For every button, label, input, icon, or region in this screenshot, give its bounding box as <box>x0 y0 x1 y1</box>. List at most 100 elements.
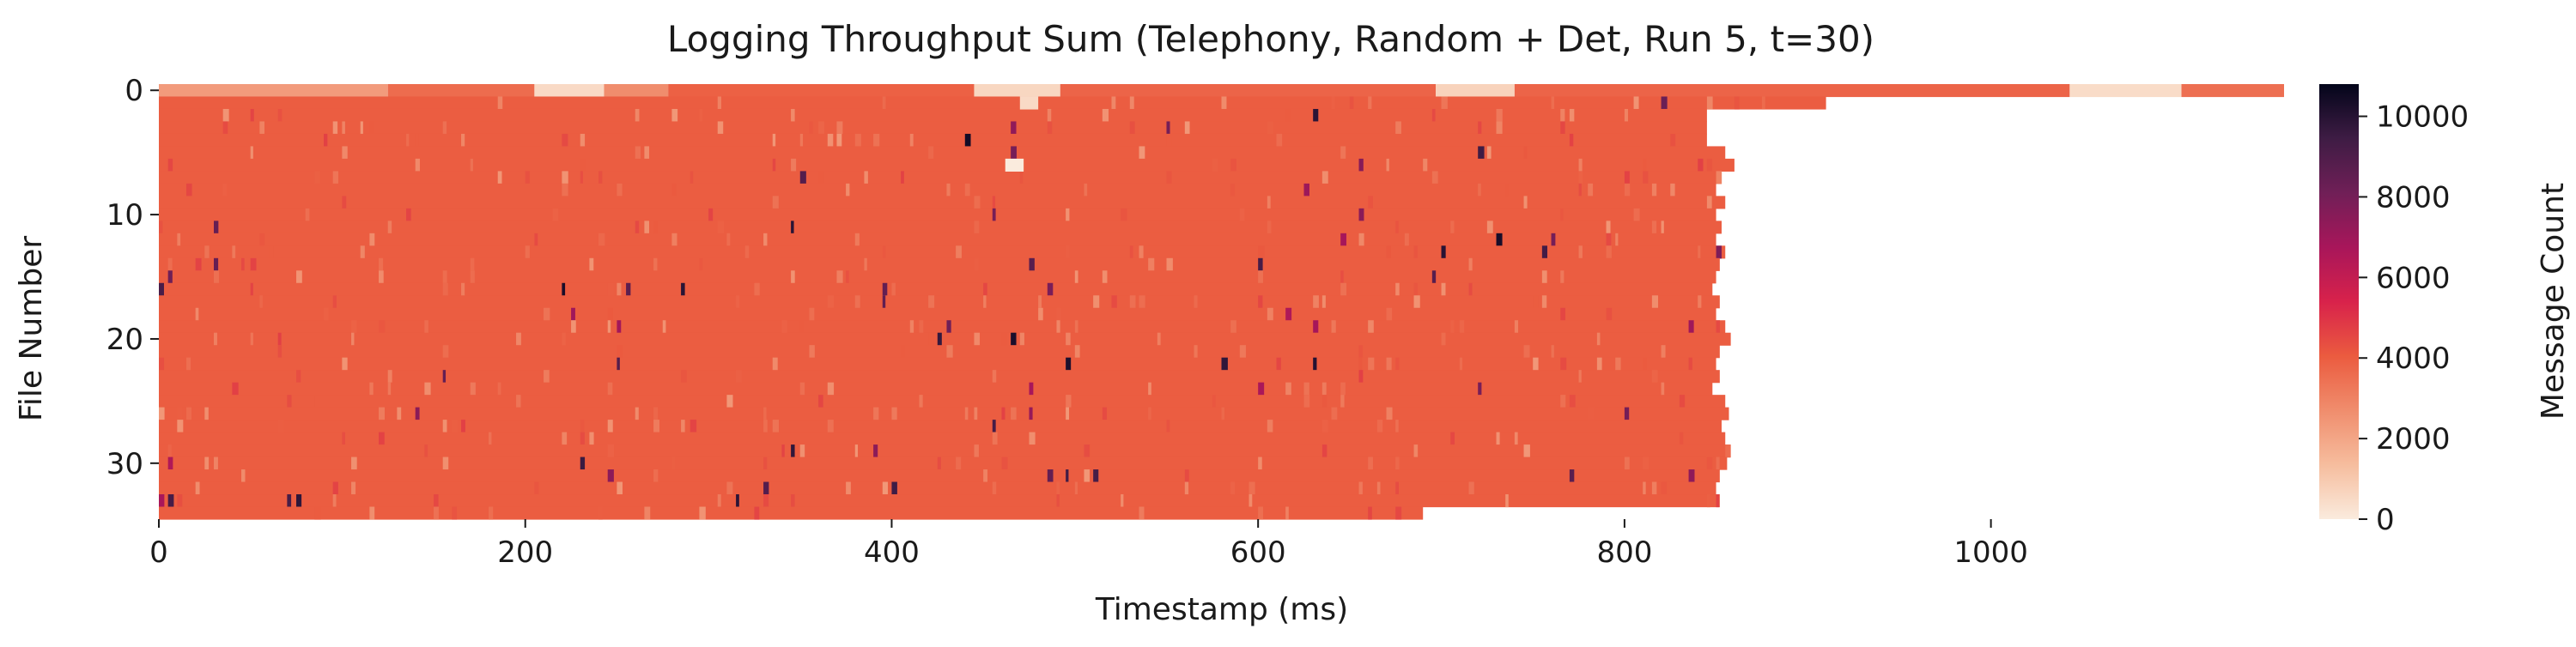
heatmap-cell <box>1221 96 1227 110</box>
heatmap-cell <box>1267 121 1273 135</box>
heatmap-cell <box>1578 158 1583 172</box>
heatmap-cell <box>681 370 687 384</box>
heatmap-cell <box>167 444 172 458</box>
heatmap-cell <box>1184 481 1189 495</box>
heatmap-cell <box>818 121 824 135</box>
heatmap-cell <box>1431 108 1436 123</box>
heatmap-cell <box>1166 171 1172 184</box>
heatmap-cell <box>1560 270 1564 284</box>
heatmap-cell <box>1011 146 1017 160</box>
heatmap-cell <box>1706 494 1710 508</box>
heatmap-cell <box>589 432 594 445</box>
heatmap-cell <box>159 494 1720 508</box>
heatmap-cell <box>1129 295 1136 309</box>
x-tick-label: 200 <box>497 535 553 570</box>
colorbar-tick-label: 10000 <box>2376 100 2469 135</box>
heatmap-cell <box>1761 96 1765 110</box>
heatmap-cell <box>1560 208 1564 221</box>
heatmap-cell <box>1661 382 1665 396</box>
heatmap-cell <box>562 171 568 184</box>
heatmap-cell <box>964 407 969 420</box>
heatmap-cell <box>1166 257 1173 271</box>
heatmap-cell <box>1523 146 1528 160</box>
heatmap-cell <box>1029 407 1033 420</box>
heatmap-cell <box>277 332 282 346</box>
heatmap-cell <box>442 457 449 470</box>
heatmap-cell <box>1066 469 1069 483</box>
heatmap-cell <box>1056 494 1060 508</box>
heatmap-cell <box>342 146 348 160</box>
heatmap-cell <box>635 146 641 160</box>
heatmap-cell <box>470 270 475 284</box>
x-tick-label: 0 <box>149 535 168 570</box>
heatmap-cell <box>1303 395 1310 408</box>
heatmap-cell <box>873 133 880 148</box>
heatmap-cell <box>1121 208 1127 221</box>
heatmap-cell <box>1139 245 1144 259</box>
heatmap-cell <box>1285 382 1291 396</box>
heatmap-cell <box>635 407 639 420</box>
heatmap-cell <box>1249 481 1255 495</box>
heatmap-cell <box>1093 295 1100 309</box>
heatmap-cell <box>1239 345 1246 359</box>
heatmap-cell <box>992 420 996 433</box>
heatmap-cell <box>1413 444 1419 458</box>
heatmap-cell <box>269 245 274 259</box>
heatmap-cell <box>332 481 338 495</box>
heatmap-cell <box>351 481 356 495</box>
heatmap-cell <box>387 382 392 396</box>
heatmap-cell <box>397 407 402 420</box>
heatmap-cell <box>1615 357 1621 371</box>
heatmap-cell <box>717 494 721 508</box>
heatmap-cell <box>1468 257 1473 271</box>
heatmap-cell <box>882 295 886 309</box>
heatmap-cell <box>1560 395 1566 408</box>
heatmap-cell <box>1313 320 1319 334</box>
heatmap-cell <box>1386 407 1393 420</box>
heatmap-cell <box>1533 295 1539 309</box>
heatmap-row <box>159 295 1720 309</box>
heatmap-cell <box>1166 121 1170 135</box>
heatmap-cell <box>1459 357 1463 371</box>
heatmap-cell <box>854 444 859 458</box>
heatmap-cell <box>901 171 904 184</box>
heatmap-cell <box>818 171 824 184</box>
heatmap-cell <box>1395 506 1402 520</box>
heatmap-cell <box>1541 245 1548 259</box>
heatmap-cell <box>974 257 979 271</box>
heatmap-cell <box>1661 221 1664 234</box>
heatmap-cell <box>424 444 428 458</box>
heatmap-cell <box>791 270 795 284</box>
heatmap-cell <box>1368 96 1372 110</box>
heatmap-cell <box>1386 158 1389 172</box>
heatmap-cell <box>1239 208 1245 221</box>
heatmap-cell <box>1019 332 1024 346</box>
heatmap-cell <box>159 183 1716 197</box>
heatmap-cell <box>159 432 1726 445</box>
heatmap-cell <box>195 257 202 271</box>
heatmap-cell <box>360 121 363 135</box>
heatmap-cell <box>1496 121 1503 135</box>
heatmap-cell <box>974 407 978 420</box>
heatmap-cell <box>406 208 411 221</box>
heatmap-cell <box>854 233 860 246</box>
heatmap-cell <box>442 420 447 433</box>
heatmap-row <box>159 245 1726 259</box>
heatmap-cell <box>946 345 953 359</box>
heatmap-cell <box>928 146 934 160</box>
heatmap-cell <box>1166 133 1172 148</box>
heatmap-cell <box>305 208 310 221</box>
heatmap-cell <box>791 221 794 234</box>
heatmap-cell <box>617 320 622 334</box>
heatmap-cell <box>617 183 623 197</box>
heatmap-cell <box>1321 395 1327 408</box>
heatmap-cell <box>644 221 649 234</box>
heatmap-cell <box>1423 158 1428 172</box>
heatmap-cell <box>974 444 979 458</box>
heatmap-cell <box>424 320 428 334</box>
y-axis: 0 10 20 30 <box>106 74 159 481</box>
heatmap-cell <box>919 395 923 408</box>
heatmap-cell <box>653 407 659 420</box>
heatmap-cell <box>736 494 739 508</box>
heatmap-cell <box>525 171 530 184</box>
